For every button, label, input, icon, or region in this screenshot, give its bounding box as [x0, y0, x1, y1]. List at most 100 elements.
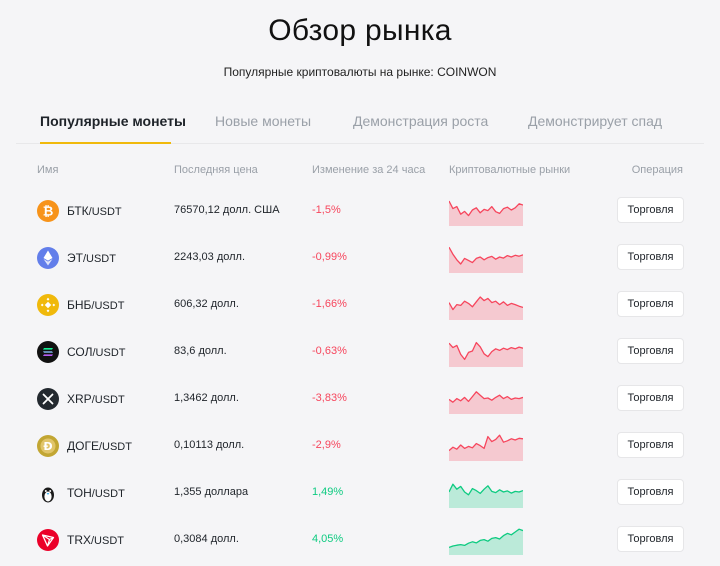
svg-text:₿: ₿ [43, 205, 54, 220]
trading-pair[interactable]: ЭТ/USDT [67, 251, 116, 265]
trade-button[interactable]: Торговля [617, 291, 684, 317]
svg-text:Ð: Ð [43, 440, 52, 453]
trade-button[interactable]: Торговля [617, 338, 684, 364]
page-subtitle: Популярные криптовалюты на рынке: COINWO… [223, 65, 497, 79]
column-operation: Операция [631, 164, 683, 176]
trading-pair[interactable]: TRX/USDT [67, 533, 124, 547]
sparkline-area [449, 484, 523, 508]
last-price: 0,10113 долл. [174, 439, 245, 451]
sparkline-area [449, 435, 523, 461]
last-price: 0,3084 долл. [174, 533, 239, 545]
column-markets: Криптовалютные рынки [449, 164, 571, 176]
sparkline-line [449, 296, 523, 311]
table-row[interactable]: БНБ/USDT 606,32 долл. -1,66% Торговля [0, 282, 720, 329]
tab-top-losers[interactable]: Демонстрирует спад [528, 113, 663, 129]
table-row[interactable]: Ð ДОГЕ/USDT 0,10113 долл. -2,9% Торговля [0, 423, 720, 470]
page-title: Обзор рынка [268, 14, 452, 47]
quote-symbol: /USDT [91, 394, 125, 406]
quote-symbol: /USDT [82, 253, 116, 265]
trading-pair[interactable]: СОЛ/USDT [67, 345, 125, 359]
tab-popular-coins[interactable]: Популярные монеты [40, 113, 186, 129]
sparkline-chart [449, 296, 523, 320]
last-price: 1,355 доллара [174, 486, 249, 498]
sparkline-area [449, 247, 523, 273]
base-symbol: ЭТ [67, 251, 83, 265]
change-24h: -0,99% [312, 251, 347, 263]
xrp-icon [37, 388, 59, 410]
change-24h: -1,5% [312, 204, 341, 216]
base-symbol: СОЛ [67, 345, 93, 359]
change-24h: -1,66% [312, 298, 347, 310]
sparkline-chart [449, 200, 523, 226]
trade-button[interactable]: Торговля [617, 197, 684, 223]
change-24h: 4,05% [312, 533, 344, 545]
sparkline-line [449, 391, 523, 403]
trade-button[interactable]: Торговля [617, 526, 684, 552]
change-24h: -2,9% [312, 439, 341, 451]
base-symbol: TRX [67, 533, 91, 547]
trading-pair[interactable]: ДОГЕ/USDT [67, 439, 132, 453]
quote-symbol: /USDT [92, 347, 126, 359]
base-symbol: БНБ [67, 298, 92, 312]
tron-icon [37, 529, 59, 551]
table-row[interactable]: TRX/USDT 0,3084 долл. 4,05% Торговля [0, 517, 720, 564]
trade-button[interactable]: Торговля [617, 385, 684, 411]
bnb-icon [37, 294, 59, 316]
quote-symbol: /USDT [91, 488, 125, 500]
market-tabs: Популярные монеты Новые монеты Демонстра… [16, 110, 704, 144]
sparkline-chart [449, 246, 523, 273]
change-24h: -3,83% [312, 392, 347, 404]
trading-pair[interactable]: ТОН/USDT [67, 486, 125, 500]
sparkline-line [449, 246, 523, 265]
sparkline-chart [449, 434, 523, 461]
sparkline-line [449, 483, 523, 496]
trading-pair[interactable]: БТК/USDT [67, 204, 122, 218]
trade-button[interactable]: Торговля [617, 432, 684, 458]
solana-icon [37, 341, 59, 363]
last-price: 606,32 долл. [174, 298, 239, 310]
change-24h: -0,63% [312, 345, 347, 357]
table-header: Имя Последняя цена Изменение за 24 часа … [0, 164, 720, 178]
table-row[interactable]: ЭТ/USDT 2243,03 долл. -0,99% Торговля [0, 235, 720, 282]
sparkline-line [449, 528, 523, 549]
dogecoin-icon: Ð [37, 435, 59, 457]
toncoin-icon [37, 482, 59, 504]
sparkline-line [449, 434, 523, 452]
last-price: 2243,03 долл. [174, 251, 246, 263]
column-change-24h: Изменение за 24 часа [312, 164, 426, 176]
trading-pair[interactable]: БНБ/USDT [67, 298, 124, 312]
active-tab-indicator [40, 142, 171, 144]
sparkline-chart [449, 483, 523, 508]
table-row[interactable]: ТОН/USDT 1,355 доллара 1,49% Торговля [0, 470, 720, 517]
last-price: 1,3462 долл. [174, 392, 239, 404]
table-row[interactable]: ₿ БТК/USDT 76570,12 долл. США -1,5% Торг… [0, 188, 720, 235]
table-row[interactable]: СОЛ/USDT 83,6 долл. -0,63% Торговля [0, 329, 720, 376]
sparkline-area [449, 529, 523, 555]
sparkline-area [449, 391, 523, 414]
sparkline-chart [449, 341, 523, 367]
table-row[interactable]: XRP/USDT 1,3462 долл. -3,83% Торговля [0, 376, 720, 423]
base-symbol: БТК [67, 204, 89, 218]
ethereum-icon [37, 247, 59, 269]
bitcoin-icon: ₿ [37, 200, 59, 222]
change-24h: 1,49% [312, 486, 344, 498]
last-price: 76570,12 долл. США [174, 204, 280, 216]
quote-symbol: /USDT [98, 441, 132, 453]
tab-top-gainers[interactable]: Демонстрация роста [353, 113, 489, 129]
column-name: Имя [37, 164, 59, 176]
sparkline-line [449, 341, 523, 361]
last-price: 83,6 долл. [174, 345, 227, 357]
base-symbol: ДОГЕ [67, 439, 99, 453]
quote-symbol: /USDT [91, 535, 124, 547]
column-last-price: Последняя цена [174, 164, 258, 176]
base-symbol: XRP [67, 392, 92, 406]
sparkline-chart [449, 528, 523, 555]
tab-new-coins[interactable]: Новые монеты [215, 113, 312, 129]
trade-button[interactable]: Торговля [617, 244, 684, 270]
trade-button[interactable]: Торговля [617, 479, 684, 505]
base-symbol: ТОН [67, 486, 92, 500]
trading-pair[interactable]: XRP/USDT [67, 392, 125, 406]
sparkline-chart [449, 391, 523, 414]
sparkline-line [449, 200, 523, 217]
sparkline-area [449, 297, 523, 320]
